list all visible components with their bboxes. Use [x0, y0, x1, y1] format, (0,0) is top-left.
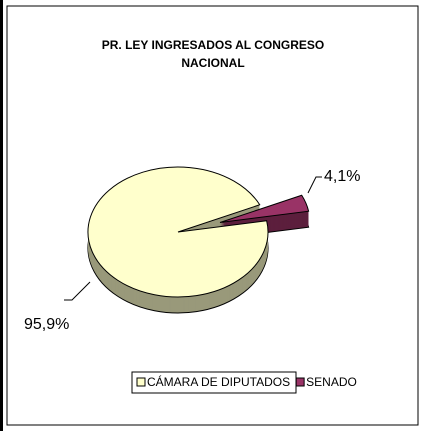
- legend-swatch: [136, 377, 146, 387]
- cell-edge: [0, 0, 3, 431]
- legend-label: SENADO: [306, 375, 357, 389]
- leader-line: [64, 281, 91, 301]
- chart-title: PR. LEY INGRESADOS AL CONGRESO NACIONAL: [101, 38, 325, 70]
- pie-slice: [87, 166, 269, 298]
- legend-label: CÁMARA DE DIPUTADOS: [147, 374, 290, 389]
- data-label: 4,1%: [324, 168, 360, 185]
- data-label: 95,9%: [24, 316, 69, 333]
- legend-swatch: [295, 377, 305, 387]
- leader-line: [307, 176, 322, 194]
- pie-slice: [219, 194, 310, 224]
